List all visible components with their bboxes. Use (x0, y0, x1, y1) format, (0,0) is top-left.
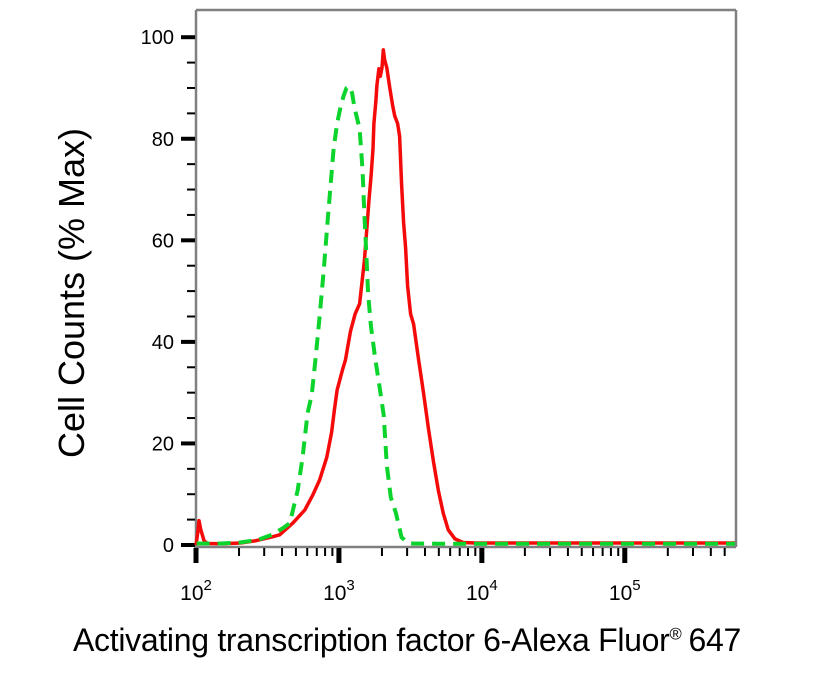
y-tick-label: 40 (152, 332, 174, 354)
y-tick-label: 20 (152, 433, 174, 455)
series-stained-sample-red-solid (194, 48, 735, 546)
y-tick-label: 60 (152, 230, 174, 252)
x-tick-label: 104 (466, 577, 498, 605)
x-tick-label: 103 (323, 577, 355, 605)
x-axis-title-text: Activating transcription factor 6-Alexa … (73, 622, 670, 658)
y-tick-label: 0 (163, 535, 174, 557)
x-tick-label: 105 (609, 577, 641, 605)
x-axis-title: Activating transcription factor 6-Alexa … (0, 622, 814, 659)
x-axis-title-suffix: 647 (688, 622, 742, 658)
plot-frame (194, 8, 738, 549)
y-axis-ticks: 0 20 40 60 80 100 (141, 27, 195, 557)
y-tick-label: 100 (141, 27, 174, 49)
registered-trademark-symbol: ® (669, 624, 682, 644)
x-axis-ticks: 102 103 104 105 (180, 548, 726, 605)
series-control-green-dashed (196, 84, 735, 546)
x-tick-label: 102 (180, 577, 212, 605)
y-axis-title: Cell Counts (% Max) (51, 127, 92, 459)
y-tick-label: 80 (152, 129, 174, 151)
